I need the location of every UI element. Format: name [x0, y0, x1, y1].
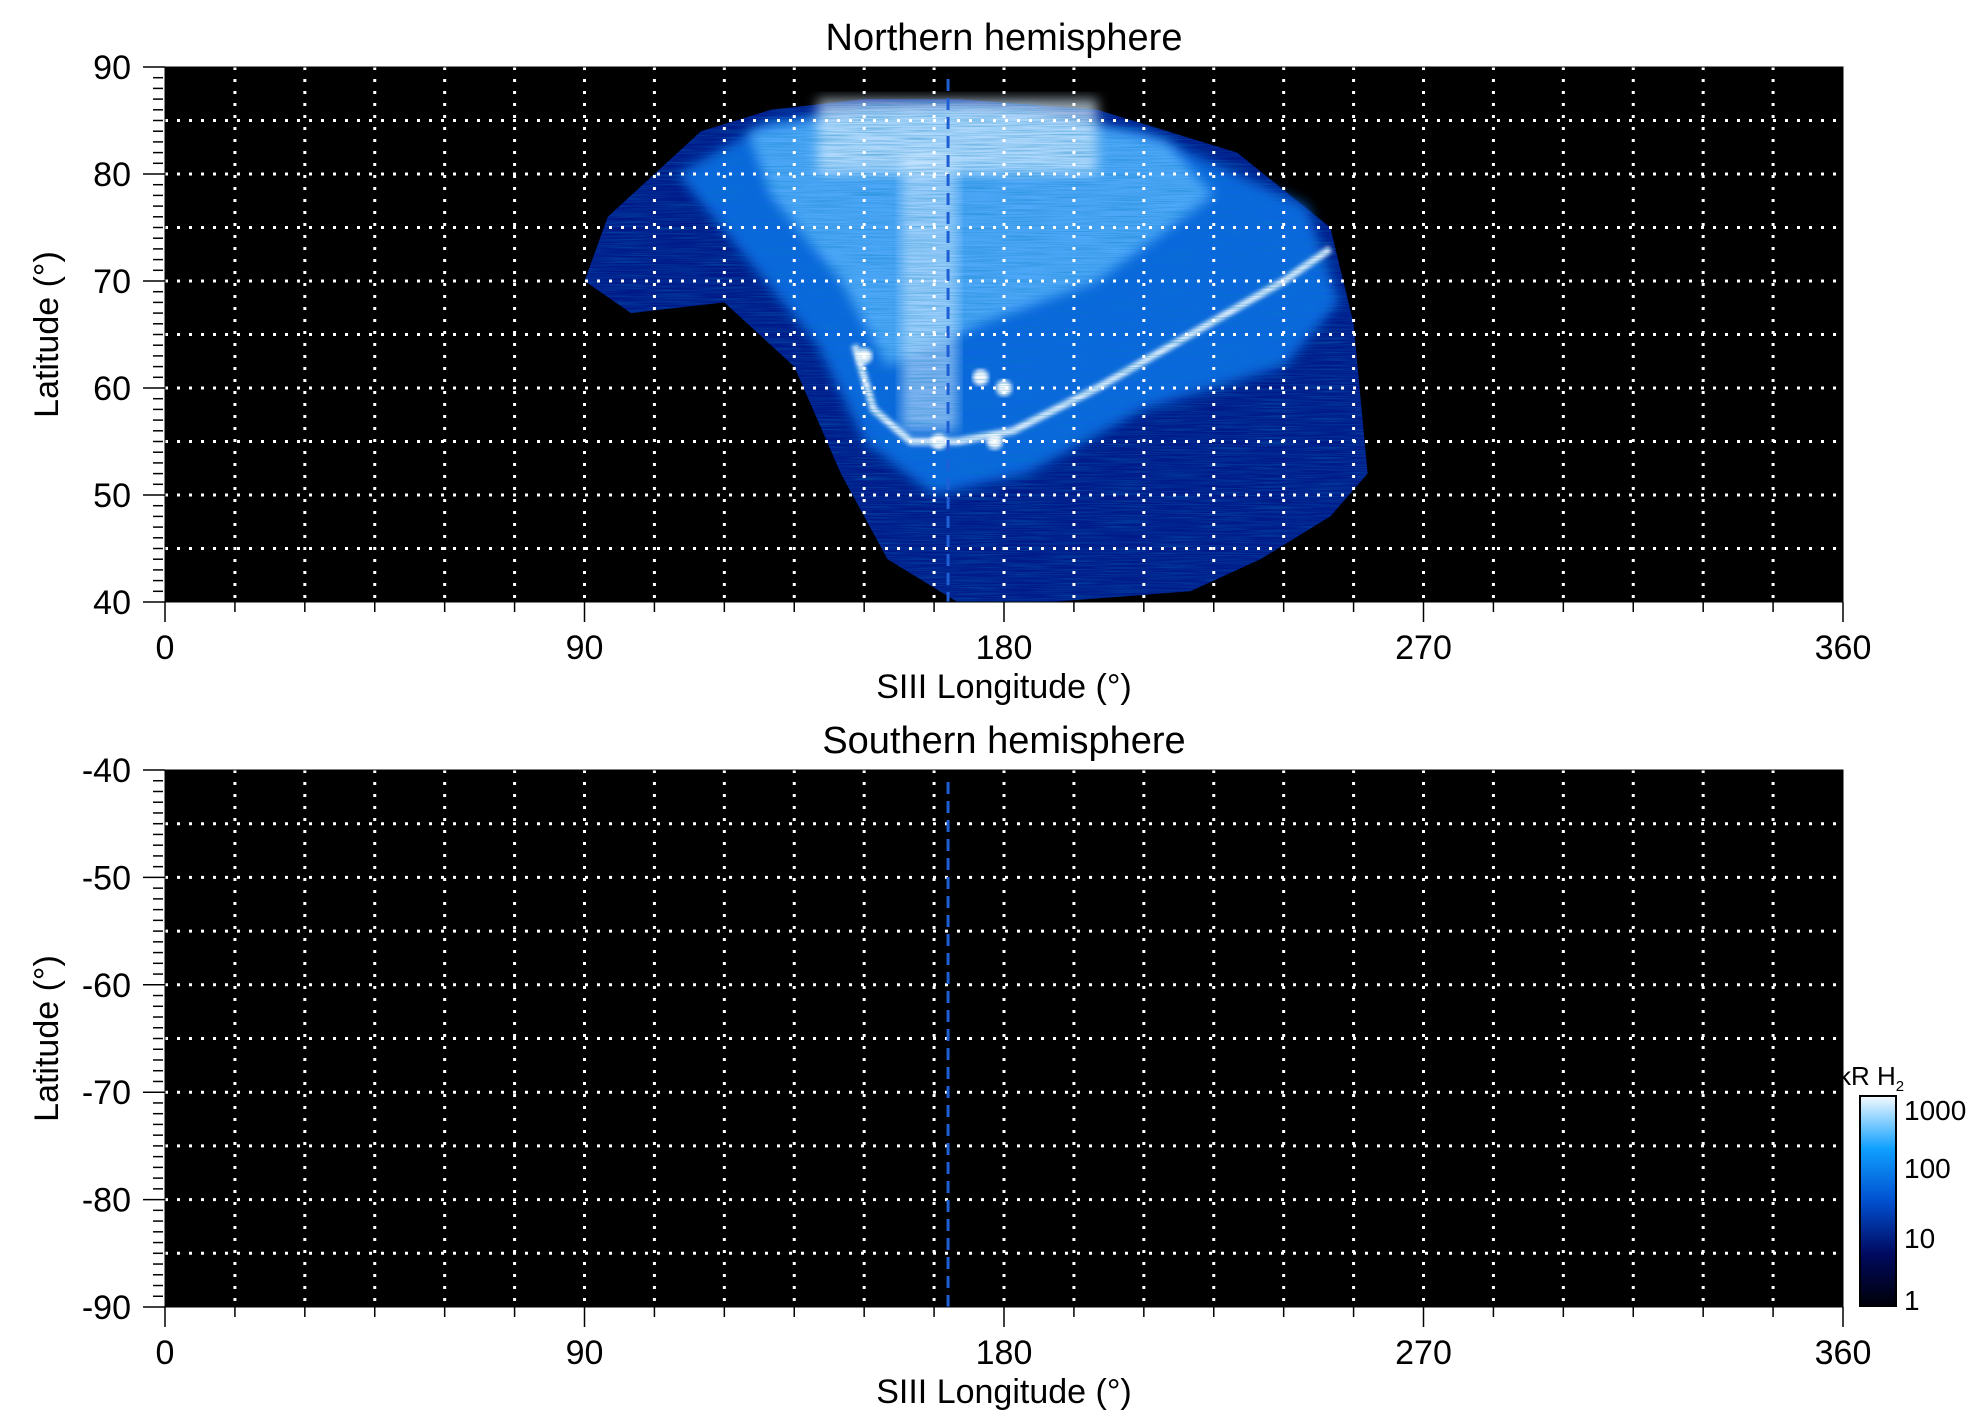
colorbar: kR H2 1000 100 10 1 [1838, 1061, 1966, 1316]
x-axis-label: SIII Longitude (°) [876, 1373, 1132, 1411]
colorbar-tick-label: 100 [1904, 1153, 1951, 1184]
y-tick-label: 80 [93, 156, 131, 194]
colorbar-gradient [1859, 1095, 1897, 1307]
x-tick-label: 90 [566, 1334, 604, 1372]
southern-panel: -90 -80 -70 -60 -50 -40 0 90 180 270 360 Southern h… [28, 720, 1871, 1411]
y-tick-label: 70 [93, 263, 131, 301]
colorbar-tick-label: 10 [1904, 1223, 1935, 1254]
grid [165, 67, 1843, 602]
y-tick-label: -50 [82, 859, 131, 897]
colorbar-label-subscript: 2 [1896, 1078, 1904, 1095]
y-tick-label: 90 [93, 49, 131, 87]
x-tick-label: 90 [566, 629, 604, 667]
x-tick-label: 0 [156, 629, 175, 667]
y-tick-label: 60 [93, 370, 131, 408]
y-tick-label: -90 [82, 1289, 131, 1327]
emission-noise [584, 99, 1368, 602]
panel-title: Southern hemisphere [822, 720, 1185, 762]
y-tick-label: -60 [82, 967, 131, 1005]
y-tick-label: 40 [93, 584, 131, 622]
northern-panel: 40 50 60 70 80 90 0 90 180 270 360 Northern hemisph… [28, 17, 1871, 706]
x-tick-label: 360 [1815, 629, 1872, 667]
plot-frame [164, 769, 1844, 1308]
y-tick-label: -40 [82, 752, 131, 790]
colorbar-tick-label: 1 [1904, 1285, 1920, 1316]
panel-title: Northern hemisphere [826, 17, 1183, 59]
axis-ticks [143, 66, 1844, 622]
y-axis-label: Latitude (°) [28, 251, 66, 418]
plot-frame [164, 66, 1844, 603]
colorbar-tick-label: 1000 [1904, 1095, 1966, 1126]
y-tick-label: 50 [93, 477, 131, 515]
x-tick-label: 270 [1395, 629, 1452, 667]
axis-ticks [143, 769, 1844, 1327]
x-axis-label: SIII Longitude (°) [876, 668, 1132, 706]
plot-background [165, 770, 1843, 1307]
x-tick-label: 0 [156, 1334, 175, 1372]
y-tick-label: -80 [82, 1182, 131, 1220]
x-tick-label: 270 [1395, 1334, 1452, 1372]
x-tick-label: 360 [1815, 1334, 1872, 1372]
y-tick-label: -70 [82, 1074, 131, 1112]
x-tick-label: 180 [976, 629, 1033, 667]
colorbar-label: kR H2 [1838, 1061, 1904, 1095]
y-axis-label: Latitude (°) [28, 955, 66, 1122]
x-tick-label: 180 [976, 1334, 1033, 1372]
